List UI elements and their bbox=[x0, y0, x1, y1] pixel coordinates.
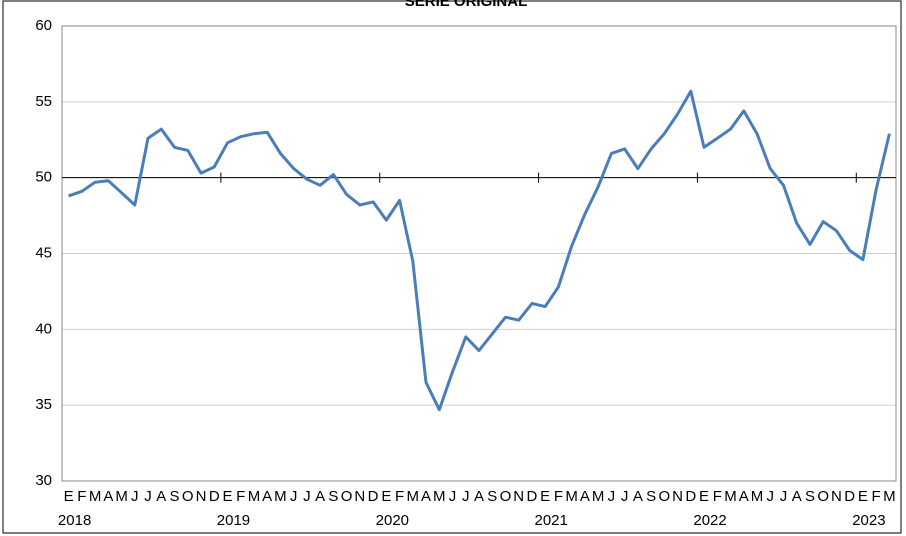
y-tick-label: 30 bbox=[35, 472, 52, 489]
x-tick-label: M bbox=[115, 488, 128, 505]
y-tick-label: 40 bbox=[35, 320, 52, 337]
x-tick-label: N bbox=[831, 488, 842, 505]
x-tick-label: S bbox=[487, 488, 497, 505]
x-tick-label: A bbox=[103, 488, 113, 505]
x-tick-label: O bbox=[182, 488, 194, 505]
x-tick-label: N bbox=[354, 488, 365, 505]
x-tick-label: D bbox=[527, 488, 538, 505]
x-tick-label: E bbox=[381, 488, 391, 505]
x-tick-label: D bbox=[209, 488, 220, 505]
x-tick-label: A bbox=[315, 488, 325, 505]
x-tick-label: M bbox=[274, 488, 287, 505]
plot-border bbox=[61, 25, 897, 482]
x-tick-label: O bbox=[341, 488, 353, 505]
x-tick-label: S bbox=[805, 488, 815, 505]
x-tick-label: S bbox=[170, 488, 180, 505]
x-tick-label: J bbox=[449, 488, 457, 505]
year-label: 2020 bbox=[376, 512, 409, 529]
x-tick-label: M bbox=[883, 488, 896, 505]
x-tick-label: D bbox=[368, 488, 379, 505]
x-tick-label: D bbox=[685, 488, 696, 505]
year-label: 2019 bbox=[217, 512, 250, 529]
chart-title: SERIE ORIGINAL bbox=[405, 0, 528, 10]
year-label: 2021 bbox=[535, 512, 568, 529]
x-tick-label: E bbox=[540, 488, 550, 505]
x-tick-label: F bbox=[554, 488, 563, 505]
x-tick-label: M bbox=[565, 488, 578, 505]
x-tick-label: F bbox=[395, 488, 404, 505]
x-tick-label: J bbox=[780, 488, 788, 505]
x-tick-label: J bbox=[766, 488, 774, 505]
year-label: 2023 bbox=[852, 512, 885, 529]
x-tick-label: J bbox=[462, 488, 470, 505]
x-tick-label: J bbox=[290, 488, 298, 505]
y-tick-label: 55 bbox=[35, 93, 52, 110]
x-tick-label: N bbox=[513, 488, 524, 505]
x-tick-label: F bbox=[872, 488, 881, 505]
data-line bbox=[68, 89, 891, 412]
y-tick-label: 50 bbox=[35, 169, 52, 186]
x-tick-label: A bbox=[156, 488, 166, 505]
y-tick-label: 60 bbox=[35, 17, 52, 34]
x-tick-label: M bbox=[751, 488, 764, 505]
x-tick-label: J bbox=[131, 488, 139, 505]
year-label: 2022 bbox=[693, 512, 726, 529]
x-tick-label: S bbox=[646, 488, 656, 505]
x-tick-label: A bbox=[580, 488, 590, 505]
x-tick-label: J bbox=[144, 488, 152, 505]
x-tick-label: E bbox=[64, 488, 74, 505]
x-tick-label: M bbox=[724, 488, 737, 505]
x-tick-label: M bbox=[433, 488, 446, 505]
x-tick-label: N bbox=[672, 488, 683, 505]
x-tick-label: E bbox=[699, 488, 709, 505]
x-tick-label: O bbox=[658, 488, 670, 505]
x-tick-label: F bbox=[77, 488, 86, 505]
x-tick-label: E bbox=[222, 488, 232, 505]
x-tick-label: D bbox=[844, 488, 855, 505]
x-tick-label: A bbox=[474, 488, 484, 505]
year-label: 2018 bbox=[58, 512, 91, 529]
x-tick-label: E bbox=[858, 488, 868, 505]
y-tick-label: 45 bbox=[35, 244, 52, 261]
x-tick-label: O bbox=[817, 488, 829, 505]
x-tick-label: A bbox=[421, 488, 431, 505]
x-tick-label: A bbox=[633, 488, 643, 505]
x-tick-label: F bbox=[236, 488, 245, 505]
x-tick-label: J bbox=[621, 488, 629, 505]
x-tick-label: J bbox=[608, 488, 616, 505]
x-tick-label: M bbox=[89, 488, 102, 505]
x-tick-label: F bbox=[713, 488, 722, 505]
x-tick-label: S bbox=[328, 488, 338, 505]
x-tick-label: N bbox=[196, 488, 207, 505]
x-tick-label: A bbox=[739, 488, 749, 505]
x-tick-label: O bbox=[500, 488, 512, 505]
y-tick-label: 35 bbox=[35, 396, 52, 413]
x-tick-label: M bbox=[592, 488, 605, 505]
x-tick-label: J bbox=[303, 488, 311, 505]
x-tick-label: A bbox=[262, 488, 272, 505]
x-tick-label: A bbox=[792, 488, 802, 505]
x-tick-label: M bbox=[248, 488, 261, 505]
x-tick-label: M bbox=[407, 488, 420, 505]
